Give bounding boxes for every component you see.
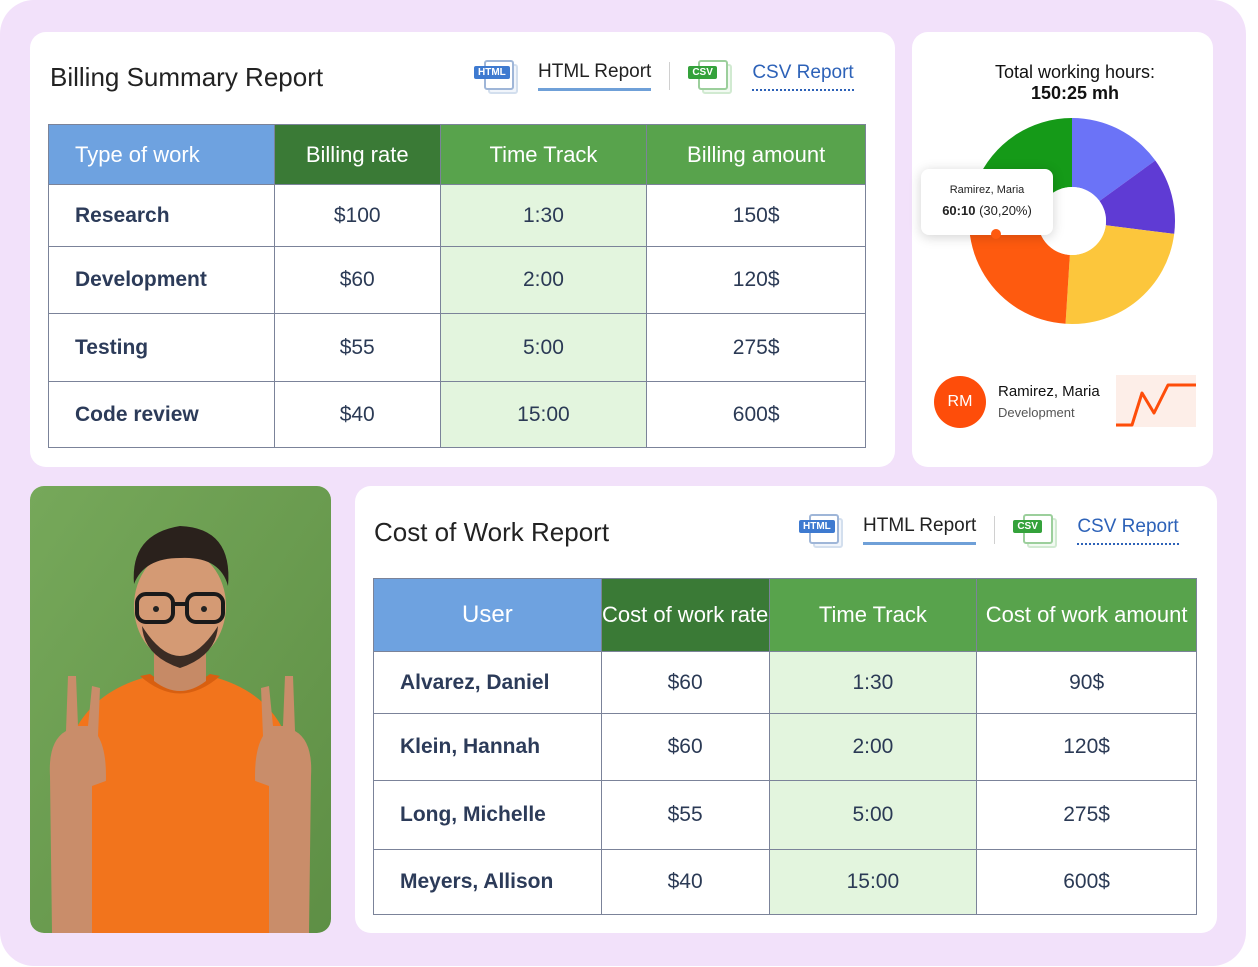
work-type-cell: Testing xyxy=(48,313,275,382)
table-row[interactable]: Alvarez, Daniel $60 1:30 90$ xyxy=(373,651,1197,714)
amount-cell: 90$ xyxy=(976,651,1197,714)
column-header: Time Track xyxy=(439,124,648,185)
sparkline-line xyxy=(1116,383,1196,427)
person-photo xyxy=(30,486,331,933)
total-hours-value: 150:25 mh xyxy=(1030,83,1120,103)
rate-cell: $40 xyxy=(600,849,770,915)
user-cell: Meyers, Allison xyxy=(373,849,602,915)
column-header: Time Track xyxy=(768,578,978,652)
photo-illustration xyxy=(30,486,331,933)
cost-html-report-link[interactable]: HTML Report xyxy=(863,515,977,545)
user-cell: Klein, Hannah xyxy=(373,713,602,781)
time-track-cell: 2:00 xyxy=(768,713,978,781)
html-file-icon[interactable]: HTML xyxy=(799,512,845,548)
working-hours-card: Total working hours: 150:25 mh Ramirez, … xyxy=(912,32,1213,467)
amount-cell: 600$ xyxy=(976,849,1197,915)
csv-file-icon[interactable]: CSV xyxy=(1013,512,1059,548)
table-row[interactable]: Meyers, Allison $40 15:00 600$ xyxy=(373,849,1197,915)
column-header: User xyxy=(373,578,602,652)
column-header: Billing amount xyxy=(646,124,866,185)
sparkline-background xyxy=(1116,375,1196,427)
table-row[interactable]: Klein, Hannah $60 2:00 120$ xyxy=(373,713,1197,781)
billing-title: Billing Summary Report xyxy=(50,62,324,92)
time-track-cell: 15:00 xyxy=(768,849,978,915)
column-header: Billing rate xyxy=(273,124,441,185)
pie-slice-2 xyxy=(1099,160,1175,234)
time-track-cell: 1:30 xyxy=(439,184,648,247)
tooltip-value: 60:10 (30,20%) xyxy=(942,203,1032,218)
amount-cell: 275$ xyxy=(976,780,1197,850)
rate-cell: $60 xyxy=(273,246,441,314)
table-header-row: Type of work Billing rate Time Track Bil… xyxy=(48,124,866,185)
billing-html-report-link[interactable]: HTML Report xyxy=(538,61,652,91)
amount-cell: 275$ xyxy=(646,313,866,382)
column-header: Cost of work rate xyxy=(600,578,770,652)
billing-summary-card: Billing Summary Report HTML HTML Report … xyxy=(30,32,895,467)
rate-cell: $55 xyxy=(273,313,441,382)
work-type-cell: Code review xyxy=(48,381,275,448)
time-track-cell: 1:30 xyxy=(768,651,978,714)
time-track-cell: 2:00 xyxy=(439,246,648,314)
table-row[interactable]: Development $60 2:00 120$ xyxy=(48,246,866,314)
time-track-cell: 15:00 xyxy=(439,381,648,448)
table-row[interactable]: Testing $55 5:00 275$ xyxy=(48,313,866,382)
amount-cell: 600$ xyxy=(646,381,866,448)
divider xyxy=(669,62,671,90)
cost-of-work-card: Cost of Work Report HTML HTML Report CSV… xyxy=(355,486,1217,933)
table-row[interactable]: Research $100 1:30 150$ xyxy=(48,184,866,247)
work-type-cell: Development xyxy=(48,246,275,314)
rate-cell: $100 xyxy=(273,184,441,247)
total-hours-label: Total working hours: xyxy=(994,62,1156,82)
table-header-row: User Cost of work rate Time Track Cost o… xyxy=(373,578,1197,652)
rate-cell: $40 xyxy=(273,381,441,448)
time-track-cell: 5:00 xyxy=(768,780,978,850)
rate-cell: $60 xyxy=(600,713,770,781)
rate-cell: $60 xyxy=(600,651,770,714)
csv-file-icon[interactable]: CSV xyxy=(688,58,734,94)
cost-title: Cost of Work Report xyxy=(374,517,610,547)
rate-cell: $55 xyxy=(600,780,770,850)
html-file-icon[interactable]: HTML xyxy=(474,58,520,94)
chart-tooltip: Ramirez, Maria 60:10 (30,20%) xyxy=(921,169,1053,239)
pie-slice-3 xyxy=(1065,225,1175,324)
pie-slice-1 xyxy=(1072,118,1156,202)
billing-table: Type of work Billing rate Time Track Bil… xyxy=(48,124,866,448)
user-cell: Alvarez, Daniel xyxy=(373,651,602,714)
table-row[interactable]: Code review $40 15:00 600$ xyxy=(48,381,866,448)
cost-report-links: HTML HTML Report CSV CSV Report xyxy=(799,512,1179,548)
donut-hole xyxy=(1038,187,1106,255)
time-track-cell: 5:00 xyxy=(439,313,648,382)
tooltip-marker xyxy=(991,229,1001,239)
billing-csv-report-link[interactable]: CSV Report xyxy=(752,62,854,91)
person-name: Ramirez, Maria xyxy=(998,383,1100,400)
cost-csv-report-link[interactable]: CSV Report xyxy=(1077,516,1179,545)
amount-cell: 120$ xyxy=(976,713,1197,781)
divider xyxy=(994,516,996,544)
user-cell: Long, Michelle xyxy=(373,780,602,850)
work-type-cell: Research xyxy=(48,184,275,247)
person-role: Development xyxy=(998,405,1075,420)
table-row[interactable]: Long, Michelle $55 5:00 275$ xyxy=(373,780,1197,850)
column-header: Type of work xyxy=(48,124,275,185)
billing-report-links: HTML HTML Report CSV CSV Report xyxy=(474,58,854,94)
avatar[interactable]: RM xyxy=(934,376,986,428)
amount-cell: 150$ xyxy=(646,184,866,247)
trend-sparkline xyxy=(1116,375,1196,427)
amount-cell: 120$ xyxy=(646,246,866,314)
column-header: Cost of work amount xyxy=(976,578,1197,652)
tooltip-name: Ramirez, Maria xyxy=(949,184,1025,196)
cost-table: User Cost of work rate Time Track Cost o… xyxy=(373,578,1197,915)
